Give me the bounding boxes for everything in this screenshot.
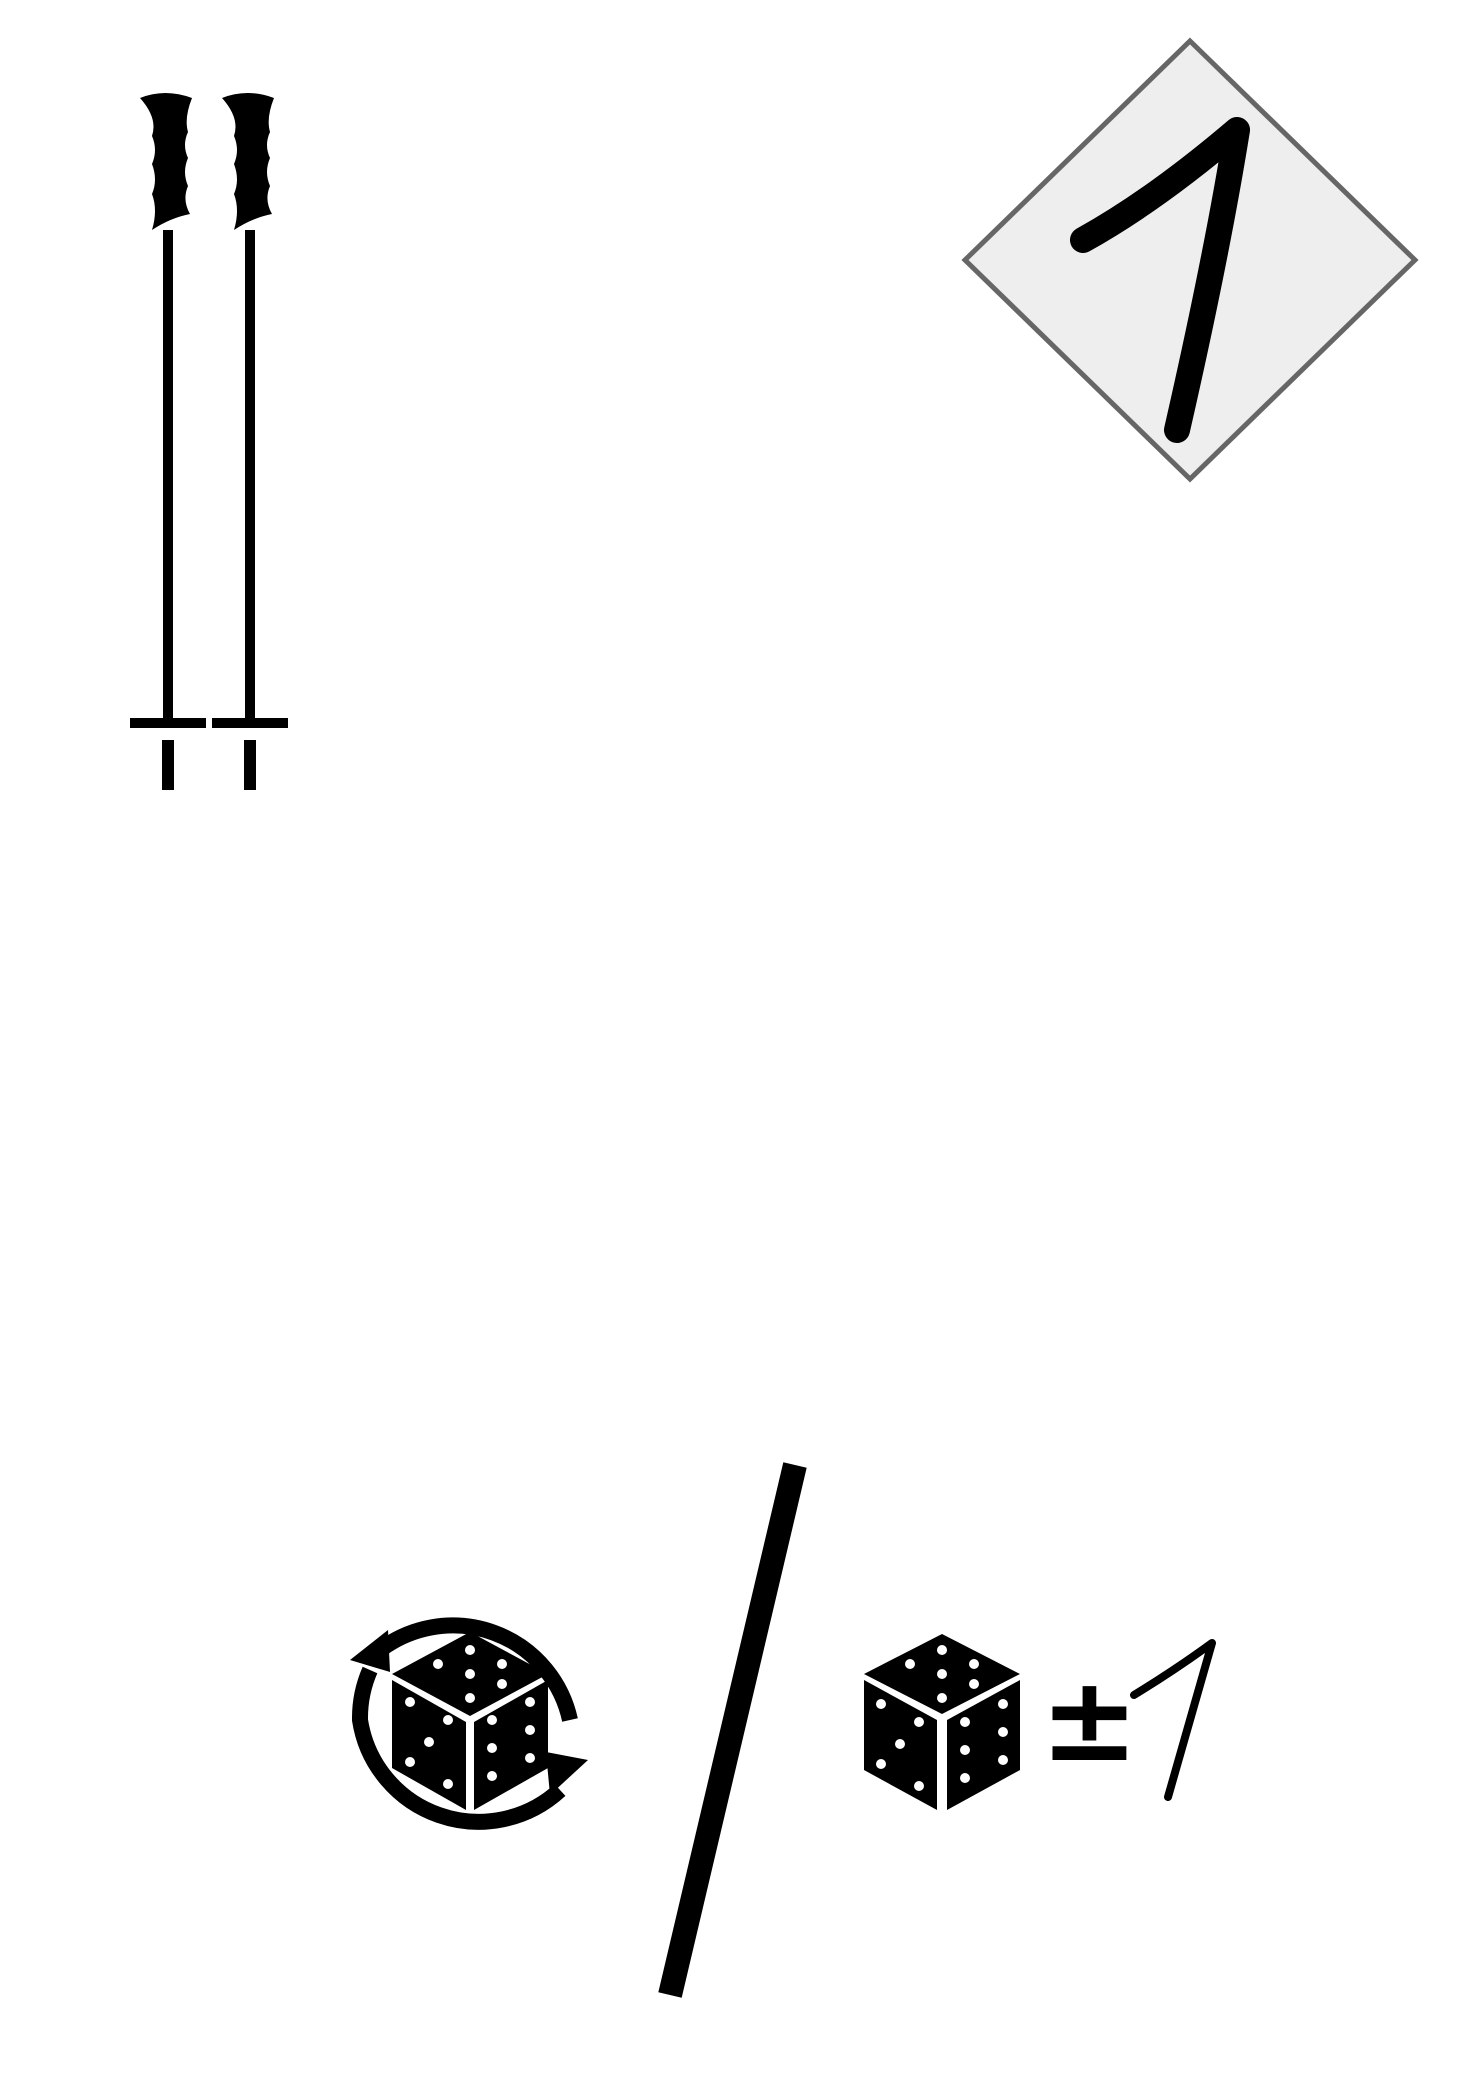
slash-separator-graphic <box>658 1462 807 1998</box>
modifier-digit-glyph <box>1130 1639 1216 1801</box>
modify-die-graphic <box>864 1634 1020 1810</box>
modifier-value-text: 1 <box>1230 1625 1231 1626</box>
ski-poles-icon <box>130 90 300 810</box>
value-badge-digit: 1 <box>1425 35 1426 36</box>
die-icon <box>392 1632 548 1810</box>
circular-arrows-icon <box>352 1617 578 1830</box>
modifier-value: 1 <box>1120 1625 1230 1805</box>
ski-poles-graphic <box>130 93 288 790</box>
value-badge-diamond <box>961 37 1419 483</box>
value-badge-graphic <box>961 37 1419 483</box>
reroll-die-graphic <box>350 1617 588 1830</box>
modifier-sign: ± <box>1040 1650 1139 1788</box>
ski-pole-right <box>212 93 288 790</box>
value-badge-digit-glyph <box>1070 117 1250 443</box>
die-icon <box>855 1630 1030 1815</box>
slash-separator <box>640 1460 840 2000</box>
value-badge: 1 <box>955 35 1425 495</box>
reroll-die-icon <box>320 1570 620 1870</box>
ski-pole-left <box>130 93 206 790</box>
